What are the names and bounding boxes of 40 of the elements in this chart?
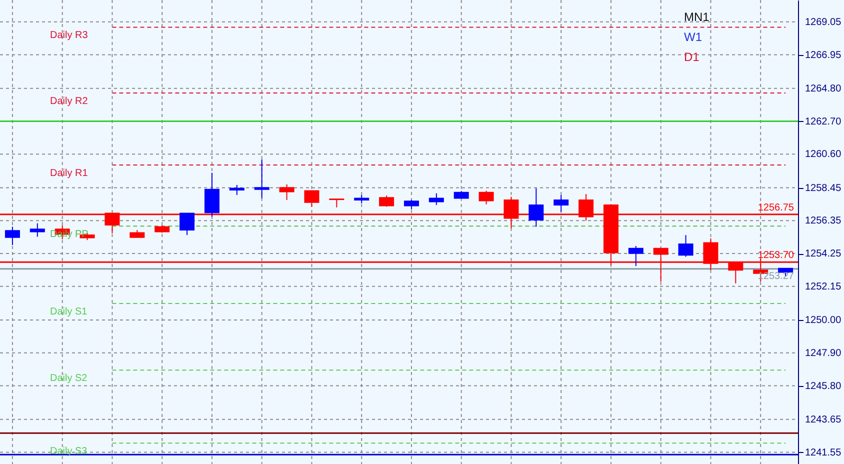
ref-line-label: 1253.70 [758, 250, 794, 262]
y-tick-label: 1269.05 [805, 16, 842, 28]
y-tick-label: 1241.55 [805, 447, 842, 458]
ref-line-label: Daily R3 [50, 30, 88, 42]
y-tick-label: 1254.25 [805, 248, 842, 260]
y-tick-label: 1245.80 [805, 380, 842, 392]
candlestick [4, 226, 20, 246]
y-tick-label: 1264.80 [805, 83, 842, 94]
y-tick-label: 1258.45 [805, 182, 842, 194]
candlestick [279, 184, 294, 200]
y-tick-label: 1252.15 [805, 281, 842, 292]
candlestick [229, 184, 244, 196]
candlestick [254, 158, 270, 199]
candlestick [528, 188, 544, 228]
y-tick-label: 1260.60 [805, 149, 842, 160]
candlestick [628, 246, 644, 267]
annotation: W1 [684, 30, 702, 44]
candlestick [204, 172, 220, 218]
ref-line-label: Daily R2 [50, 96, 88, 107]
candlestick [329, 198, 344, 208]
y-tick-label: 1266.95 [805, 50, 842, 61]
candlestick [678, 234, 694, 258]
annotation: MN1 [684, 10, 710, 24]
ref-line-label: 1256.75 [758, 202, 794, 214]
ref-line-label: Daily S1 [50, 306, 88, 318]
y-tick-label: 1262.70 [805, 116, 842, 128]
candlestick [30, 222, 45, 238]
y-tick-label: 1250.00 [805, 315, 842, 326]
y-tick-label: 1247.90 [805, 348, 842, 359]
candlestick [404, 199, 419, 210]
ref-line-label: Daily S2 [50, 373, 88, 384]
candlestick [304, 190, 320, 208]
candlestick [428, 192, 444, 206]
annotation: D1 [684, 50, 700, 64]
candlestick [180, 212, 195, 236]
y-tick-label: 1256.35 [805, 216, 842, 227]
candlestick [478, 190, 494, 205]
ref-line-label: Daily R1 [50, 168, 88, 179]
y-tick-label: 1243.65 [805, 414, 842, 426]
candlestick [554, 194, 569, 212]
